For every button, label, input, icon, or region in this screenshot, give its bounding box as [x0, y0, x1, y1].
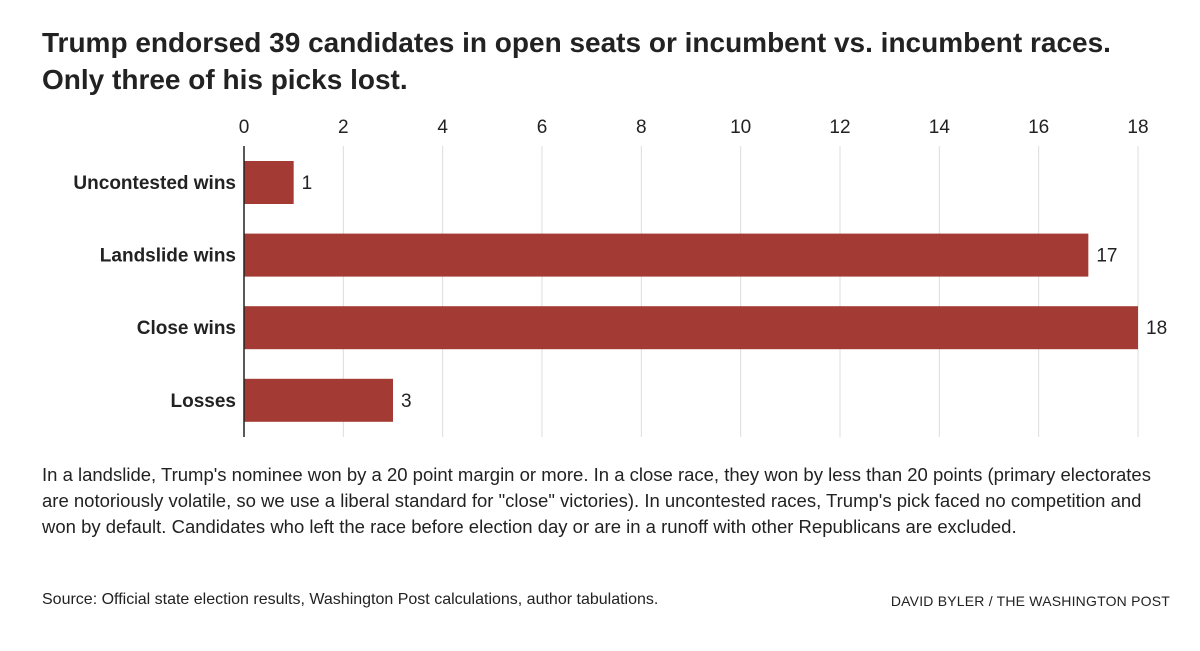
- bar: [244, 161, 294, 204]
- category-label: Uncontested wins: [73, 173, 236, 194]
- x-tick-label: 0: [239, 117, 250, 138]
- x-tick-label: 2: [338, 117, 349, 138]
- category-labels: Uncontested wins Landslide wins Close wins…: [73, 173, 236, 412]
- x-tick-label: 14: [929, 117, 951, 138]
- bar: [244, 378, 393, 422]
- bar-value-label: 18: [1146, 318, 1167, 339]
- category-label: Losses: [171, 391, 236, 412]
- bar: [244, 306, 1138, 350]
- category-label: Close wins: [137, 318, 236, 339]
- x-tick-label: 6: [537, 117, 548, 138]
- x-tick-label: 18: [1127, 117, 1148, 138]
- x-tick-label: 4: [437, 117, 448, 138]
- source-line: Source: Official state election results,…: [42, 591, 659, 608]
- bar: [244, 233, 1089, 277]
- bar-value-label: 1: [302, 173, 313, 194]
- bar-chart: 0 2 4 6 8 10 12 14 16 18 Uncontested wins Landslid…: [73, 117, 1167, 437]
- bar-value-label: 3: [401, 391, 412, 412]
- x-tick-label: 12: [829, 117, 850, 138]
- x-axis-ticks: 0 2 4 6 8 10 12 14 16 18: [239, 117, 1149, 138]
- data-labels: 1 17 18 3: [302, 173, 1167, 412]
- bars: [244, 161, 1138, 422]
- x-tick-label: 16: [1028, 117, 1049, 138]
- category-label: Landslide wins: [100, 246, 236, 267]
- x-tick-label: 8: [636, 117, 647, 138]
- bar-value-label: 17: [1096, 246, 1117, 267]
- chart-note: In a landslide, Trump's nominee won by a…: [42, 464, 1151, 537]
- credit-line: DAVID BYLER / THE WASHINGTON POST: [890, 593, 1170, 609]
- gridlines: [342, 146, 1139, 437]
- chart-title: Trump endorsed 39 candidates in open sea…: [42, 27, 1111, 95]
- x-tick-label: 10: [730, 117, 751, 138]
